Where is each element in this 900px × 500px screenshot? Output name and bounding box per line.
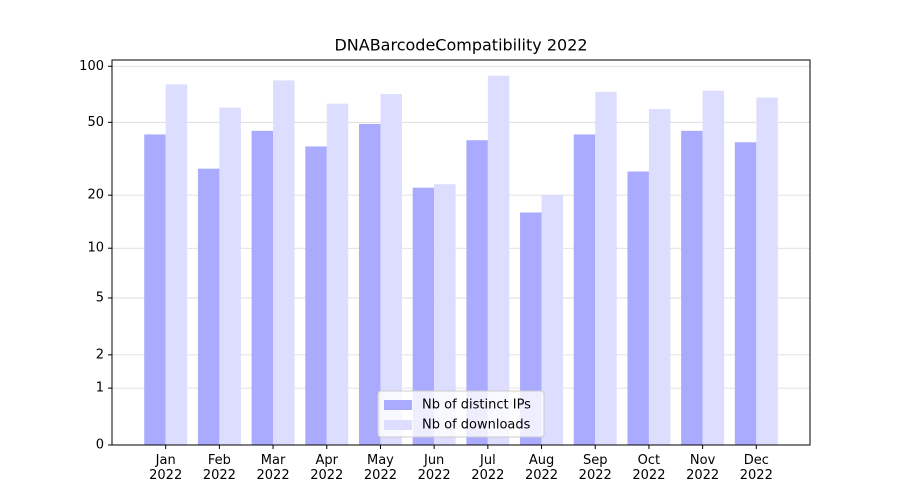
legend-swatch xyxy=(384,400,412,410)
y-tick-label: 2 xyxy=(96,347,104,362)
y-tick-label: 5 xyxy=(96,290,104,305)
x-tick-label: May 2022 xyxy=(363,453,397,483)
bar xyxy=(648,108,671,445)
bar xyxy=(273,80,295,445)
plot-frame xyxy=(111,59,811,446)
bar xyxy=(165,84,188,445)
bar xyxy=(358,123,381,445)
bar xyxy=(380,94,402,446)
x-tick-label: Sep 2022 xyxy=(578,453,612,483)
bar xyxy=(434,184,456,445)
bar xyxy=(466,140,488,445)
bar xyxy=(520,212,542,445)
legend-label: Nb of distinct IPs xyxy=(422,398,531,413)
bar xyxy=(756,97,778,445)
bar xyxy=(197,168,220,445)
x-tick-label: Apr 2022 xyxy=(310,453,344,483)
y-tick-label: 100 xyxy=(79,59,104,74)
chart-title: DNABarcodeCompatibility 2022 xyxy=(334,36,587,55)
legend: Nb of distinct IPs Nb of downloads xyxy=(377,390,545,438)
bar xyxy=(305,146,327,446)
x-tick-label: Jul 2022 xyxy=(471,453,505,483)
bar xyxy=(702,90,725,446)
x-tick-label: Jan 2022 xyxy=(149,453,183,483)
y-tick-label: 1 xyxy=(96,381,104,396)
x-tick-label: Mar 2022 xyxy=(256,453,290,483)
y-tick-label: 50 xyxy=(87,115,104,130)
bar xyxy=(487,75,510,446)
y-tick-label: 10 xyxy=(87,241,104,256)
y-tick-label: 0 xyxy=(96,438,104,453)
x-tick-label: Nov 2022 xyxy=(686,453,720,483)
legend-swatch xyxy=(384,420,412,430)
bar xyxy=(412,187,435,446)
x-tick-label: Aug 2022 xyxy=(524,453,559,483)
y-tick-label: 20 xyxy=(87,188,104,203)
bar xyxy=(627,171,649,445)
x-tick-label: Jun 2022 xyxy=(417,453,451,483)
legend-box xyxy=(377,390,545,438)
bar xyxy=(541,195,564,445)
bar xyxy=(595,91,617,445)
x-tick-label: Oct 2022 xyxy=(632,453,666,483)
bar xyxy=(681,130,703,446)
bar xyxy=(251,130,274,446)
bar xyxy=(734,142,757,445)
bar xyxy=(326,103,349,445)
bar xyxy=(144,134,166,445)
legend-label: Nb of downloads xyxy=(422,418,531,433)
bar xyxy=(573,134,596,445)
x-tick-label: Feb 2022 xyxy=(202,453,236,483)
bar xyxy=(219,107,241,446)
x-tick-label: Dec 2022 xyxy=(739,453,773,483)
